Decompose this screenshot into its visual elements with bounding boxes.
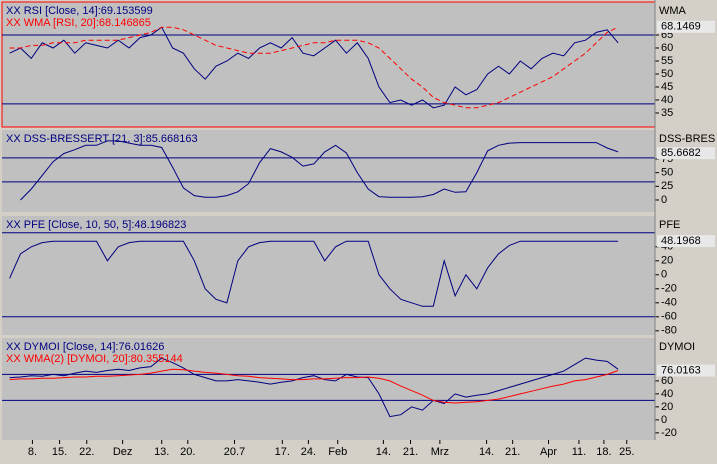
y-tick-label: -20	[661, 283, 677, 295]
axis-title: PFE	[659, 219, 680, 231]
x-tick-label: 15.	[52, 446, 67, 458]
value-marker-bg	[657, 364, 715, 377]
x-tick-label: 25.	[619, 446, 634, 458]
y-tick-label: 50	[661, 167, 673, 179]
x-tick-label: Dez	[113, 446, 133, 458]
value-marker-bg	[657, 20, 715, 33]
series-line	[9, 26, 619, 109]
x-tick-label: 13.	[154, 446, 169, 458]
y-tick-label: 35	[661, 107, 673, 119]
x-tick-label: 17.	[275, 446, 290, 458]
y-tick-label: 55	[661, 55, 673, 67]
y-tick-label: -60	[661, 311, 677, 323]
plot-area	[2, 130, 655, 212]
series-line	[20, 140, 619, 201]
axis-title: WMA	[659, 5, 687, 17]
y-tick-label: -40	[661, 297, 677, 309]
x-tick-label: Feb	[328, 446, 347, 458]
x-tick-label: Apr	[540, 446, 557, 458]
y-tick-label: 60	[661, 375, 673, 387]
x-tick-label: 24.	[301, 446, 316, 458]
plot-area	[2, 338, 655, 440]
axis-title: DSS-BRES	[659, 133, 715, 145]
legend-entry: XX RSI [Close, 14]:69.153599	[6, 5, 153, 17]
y-tick-label: 60	[661, 42, 673, 54]
x-tick-label: Mrz	[431, 446, 449, 458]
x-tick-label: 14.	[479, 446, 494, 458]
series-line	[9, 357, 619, 418]
y-tick-label: 0	[661, 269, 667, 281]
x-tick-label: 21.	[505, 446, 520, 458]
axis-title: DYMOI	[659, 341, 695, 353]
value-marker: 85.6682	[661, 147, 701, 159]
x-tick-label: 8.	[28, 446, 37, 458]
legend-entry: XX DSS-BRESSERT [21, 3]:85.668163	[6, 133, 198, 145]
value-marker-bg	[657, 147, 715, 160]
x-tick-label: 11.	[572, 446, 586, 458]
y-tick-label: 40	[661, 94, 673, 106]
y-tick-label: 20	[661, 255, 673, 267]
y-tick-label: -20	[661, 427, 677, 439]
series-line	[9, 240, 619, 307]
x-tick-label: 18.	[596, 446, 611, 458]
legend-entry: XX DYMOI [Close, 14]:76.01626	[6, 341, 164, 353]
legend-entry: XX WMA(2) [DYMOI, 20]:80.355144	[6, 353, 183, 365]
y-tick-label: 50	[661, 68, 673, 80]
value-marker-bg	[657, 235, 715, 248]
plot-area	[2, 216, 655, 335]
x-tick-label: 20.	[180, 446, 195, 458]
x-tick-label: 20.7	[224, 446, 245, 458]
legend-entry: XX WMA [RSI, 20]:68.146865	[6, 17, 151, 29]
x-tick-label: 21.	[403, 446, 418, 458]
y-tick-label: -80	[661, 325, 677, 337]
x-tick-label: 22.	[79, 446, 94, 458]
value-marker: 76.0163	[661, 364, 701, 376]
y-tick-label: 40	[661, 388, 673, 400]
y-tick-label: 45	[661, 81, 673, 93]
series-line	[9, 26, 619, 109]
value-marker: 68.1469	[661, 21, 701, 33]
plot-area	[1, 1, 656, 128]
x-tick-label: 14.	[376, 446, 391, 458]
y-tick-label: 0	[661, 414, 667, 426]
y-tick-label: 0	[661, 194, 667, 206]
y-tick-label: 25	[661, 180, 673, 192]
legend-entry: XX PFE [Close, 10, 50, 5]:48.196823	[6, 219, 186, 231]
value-marker: 48.1968	[661, 235, 701, 247]
y-tick-label: 20	[661, 401, 673, 413]
series-line	[9, 368, 619, 404]
